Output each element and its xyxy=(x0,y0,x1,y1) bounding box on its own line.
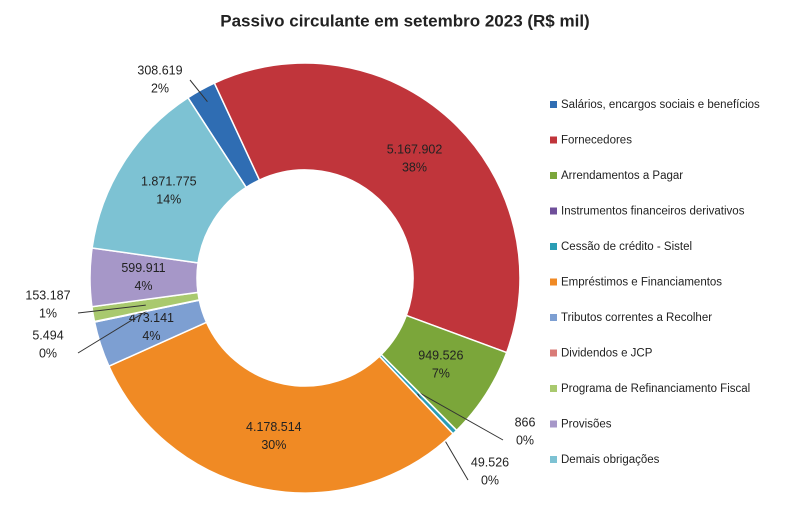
legend-label: Dividendos e JCP xyxy=(561,348,653,360)
donut-slice xyxy=(213,62,521,354)
legend-swatch xyxy=(550,207,557,215)
chart-title: Passivo circulante em setembro 2023 (R$ … xyxy=(220,11,589,30)
value-label: 949.526 xyxy=(418,349,463,363)
value-label: 866 xyxy=(515,415,536,429)
value-label: 153.187 xyxy=(25,288,70,302)
percent-label: 4% xyxy=(134,279,152,293)
leader-line xyxy=(418,392,504,441)
percent-label: 7% xyxy=(432,367,450,381)
value-label: 5.494 xyxy=(32,328,63,342)
legend-label: Tributos correntes a Recolher xyxy=(561,312,712,324)
legend-label: Arrendamentos a Pagar xyxy=(561,170,683,182)
percent-label: 30% xyxy=(261,438,286,452)
value-label: 4.178.514 xyxy=(246,420,302,434)
value-label: 599.911 xyxy=(121,261,165,275)
legend-label: Fornecedores xyxy=(561,135,632,147)
legend-label: Empréstimos e Financiamentos xyxy=(561,277,722,289)
percent-label: 0% xyxy=(39,346,57,360)
leader-line xyxy=(77,304,146,314)
value-label: 308.619 xyxy=(137,63,182,77)
legend-label: Programa de Refinanciamento Fiscal xyxy=(561,383,750,395)
legend-swatch xyxy=(550,349,557,357)
legend-swatch xyxy=(550,101,557,108)
donut-slice xyxy=(107,321,455,494)
percent-label: 0% xyxy=(516,433,534,447)
legend-swatch xyxy=(550,385,557,392)
legend-label: Provisões xyxy=(561,419,612,431)
value-label: 1.871.775 xyxy=(141,174,197,188)
percent-label: 38% xyxy=(402,161,427,175)
percent-label: 0% xyxy=(481,473,499,487)
legend-swatch xyxy=(550,420,557,428)
value-label: 49.526 xyxy=(471,455,509,469)
leader-line xyxy=(77,310,148,354)
legend-swatch xyxy=(550,172,557,179)
percent-label: 4% xyxy=(142,329,160,343)
legend-swatch xyxy=(550,456,557,463)
donut-slice xyxy=(91,96,248,264)
legend-swatch xyxy=(550,243,557,250)
percent-label: 1% xyxy=(39,306,57,320)
percent-label: 14% xyxy=(156,192,181,206)
legend-label: Demais obrigações xyxy=(561,454,660,466)
legend-label: Instrumentos financeiros derivativos xyxy=(561,206,745,218)
value-label: 5.167.902 xyxy=(387,143,443,157)
legend-swatch xyxy=(550,314,557,321)
leader-line xyxy=(189,79,208,103)
percent-label: 2% xyxy=(151,81,169,95)
legend-swatch xyxy=(550,136,557,144)
legend-swatch xyxy=(550,278,557,286)
legend-label: Cessão de crédito - Sistel xyxy=(561,241,692,253)
legend-label: Salários, encargos sociais e benefícios xyxy=(561,99,760,111)
